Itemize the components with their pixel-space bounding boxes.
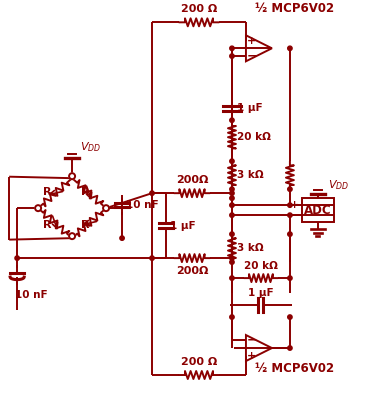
Text: 200 Ω: 200 Ω — [181, 357, 217, 367]
Text: 3 kΩ: 3 kΩ — [237, 170, 263, 180]
Text: 1 µF: 1 µF — [170, 221, 196, 230]
Circle shape — [230, 260, 234, 264]
Circle shape — [288, 276, 292, 280]
Text: 200 Ω: 200 Ω — [181, 4, 217, 14]
Text: 1 µF: 1 µF — [237, 103, 263, 113]
Text: ADC: ADC — [304, 204, 332, 217]
Text: 10 nF: 10 nF — [15, 290, 48, 300]
Circle shape — [288, 46, 292, 50]
Circle shape — [230, 232, 234, 236]
Text: +: + — [290, 200, 299, 210]
Text: R: R — [43, 187, 52, 197]
Text: −: − — [247, 334, 257, 347]
Text: 10 nF: 10 nF — [126, 200, 159, 210]
Circle shape — [230, 46, 234, 50]
Text: −: − — [247, 50, 257, 63]
Circle shape — [230, 187, 234, 191]
Circle shape — [15, 256, 20, 260]
Circle shape — [120, 236, 124, 240]
Circle shape — [230, 191, 234, 195]
Text: $V_{DD}$: $V_{DD}$ — [328, 178, 349, 192]
Circle shape — [150, 256, 154, 260]
Text: R: R — [43, 219, 52, 230]
Text: 20 kΩ: 20 kΩ — [237, 132, 271, 142]
Circle shape — [230, 276, 234, 280]
Circle shape — [103, 205, 109, 211]
Circle shape — [230, 213, 234, 217]
Circle shape — [150, 191, 154, 195]
Circle shape — [230, 315, 234, 319]
Text: ½ MCP6V02: ½ MCP6V02 — [255, 2, 335, 15]
Text: 1 µF: 1 µF — [248, 288, 274, 298]
Circle shape — [288, 203, 292, 207]
Circle shape — [288, 346, 292, 350]
Text: 200Ω: 200Ω — [176, 175, 208, 185]
Circle shape — [35, 205, 41, 211]
Circle shape — [288, 187, 292, 191]
Circle shape — [230, 118, 234, 123]
Text: +: + — [247, 351, 256, 361]
Circle shape — [288, 315, 292, 319]
Circle shape — [230, 54, 234, 58]
Text: R: R — [81, 187, 90, 197]
Circle shape — [288, 213, 292, 217]
Circle shape — [230, 159, 234, 164]
Circle shape — [230, 256, 234, 260]
Text: +: + — [247, 35, 256, 45]
Circle shape — [230, 196, 234, 201]
Circle shape — [69, 233, 75, 239]
Text: R: R — [81, 219, 90, 230]
Text: −: − — [289, 209, 299, 222]
Circle shape — [230, 203, 234, 207]
Text: 20 kΩ: 20 kΩ — [244, 261, 278, 271]
Circle shape — [288, 232, 292, 236]
Text: 3 kΩ: 3 kΩ — [237, 243, 263, 253]
Circle shape — [69, 173, 75, 179]
Text: $V_{DD}$: $V_{DD}$ — [80, 140, 101, 154]
Text: ½ MCP6V02: ½ MCP6V02 — [255, 362, 335, 375]
Text: 200Ω: 200Ω — [176, 266, 208, 276]
